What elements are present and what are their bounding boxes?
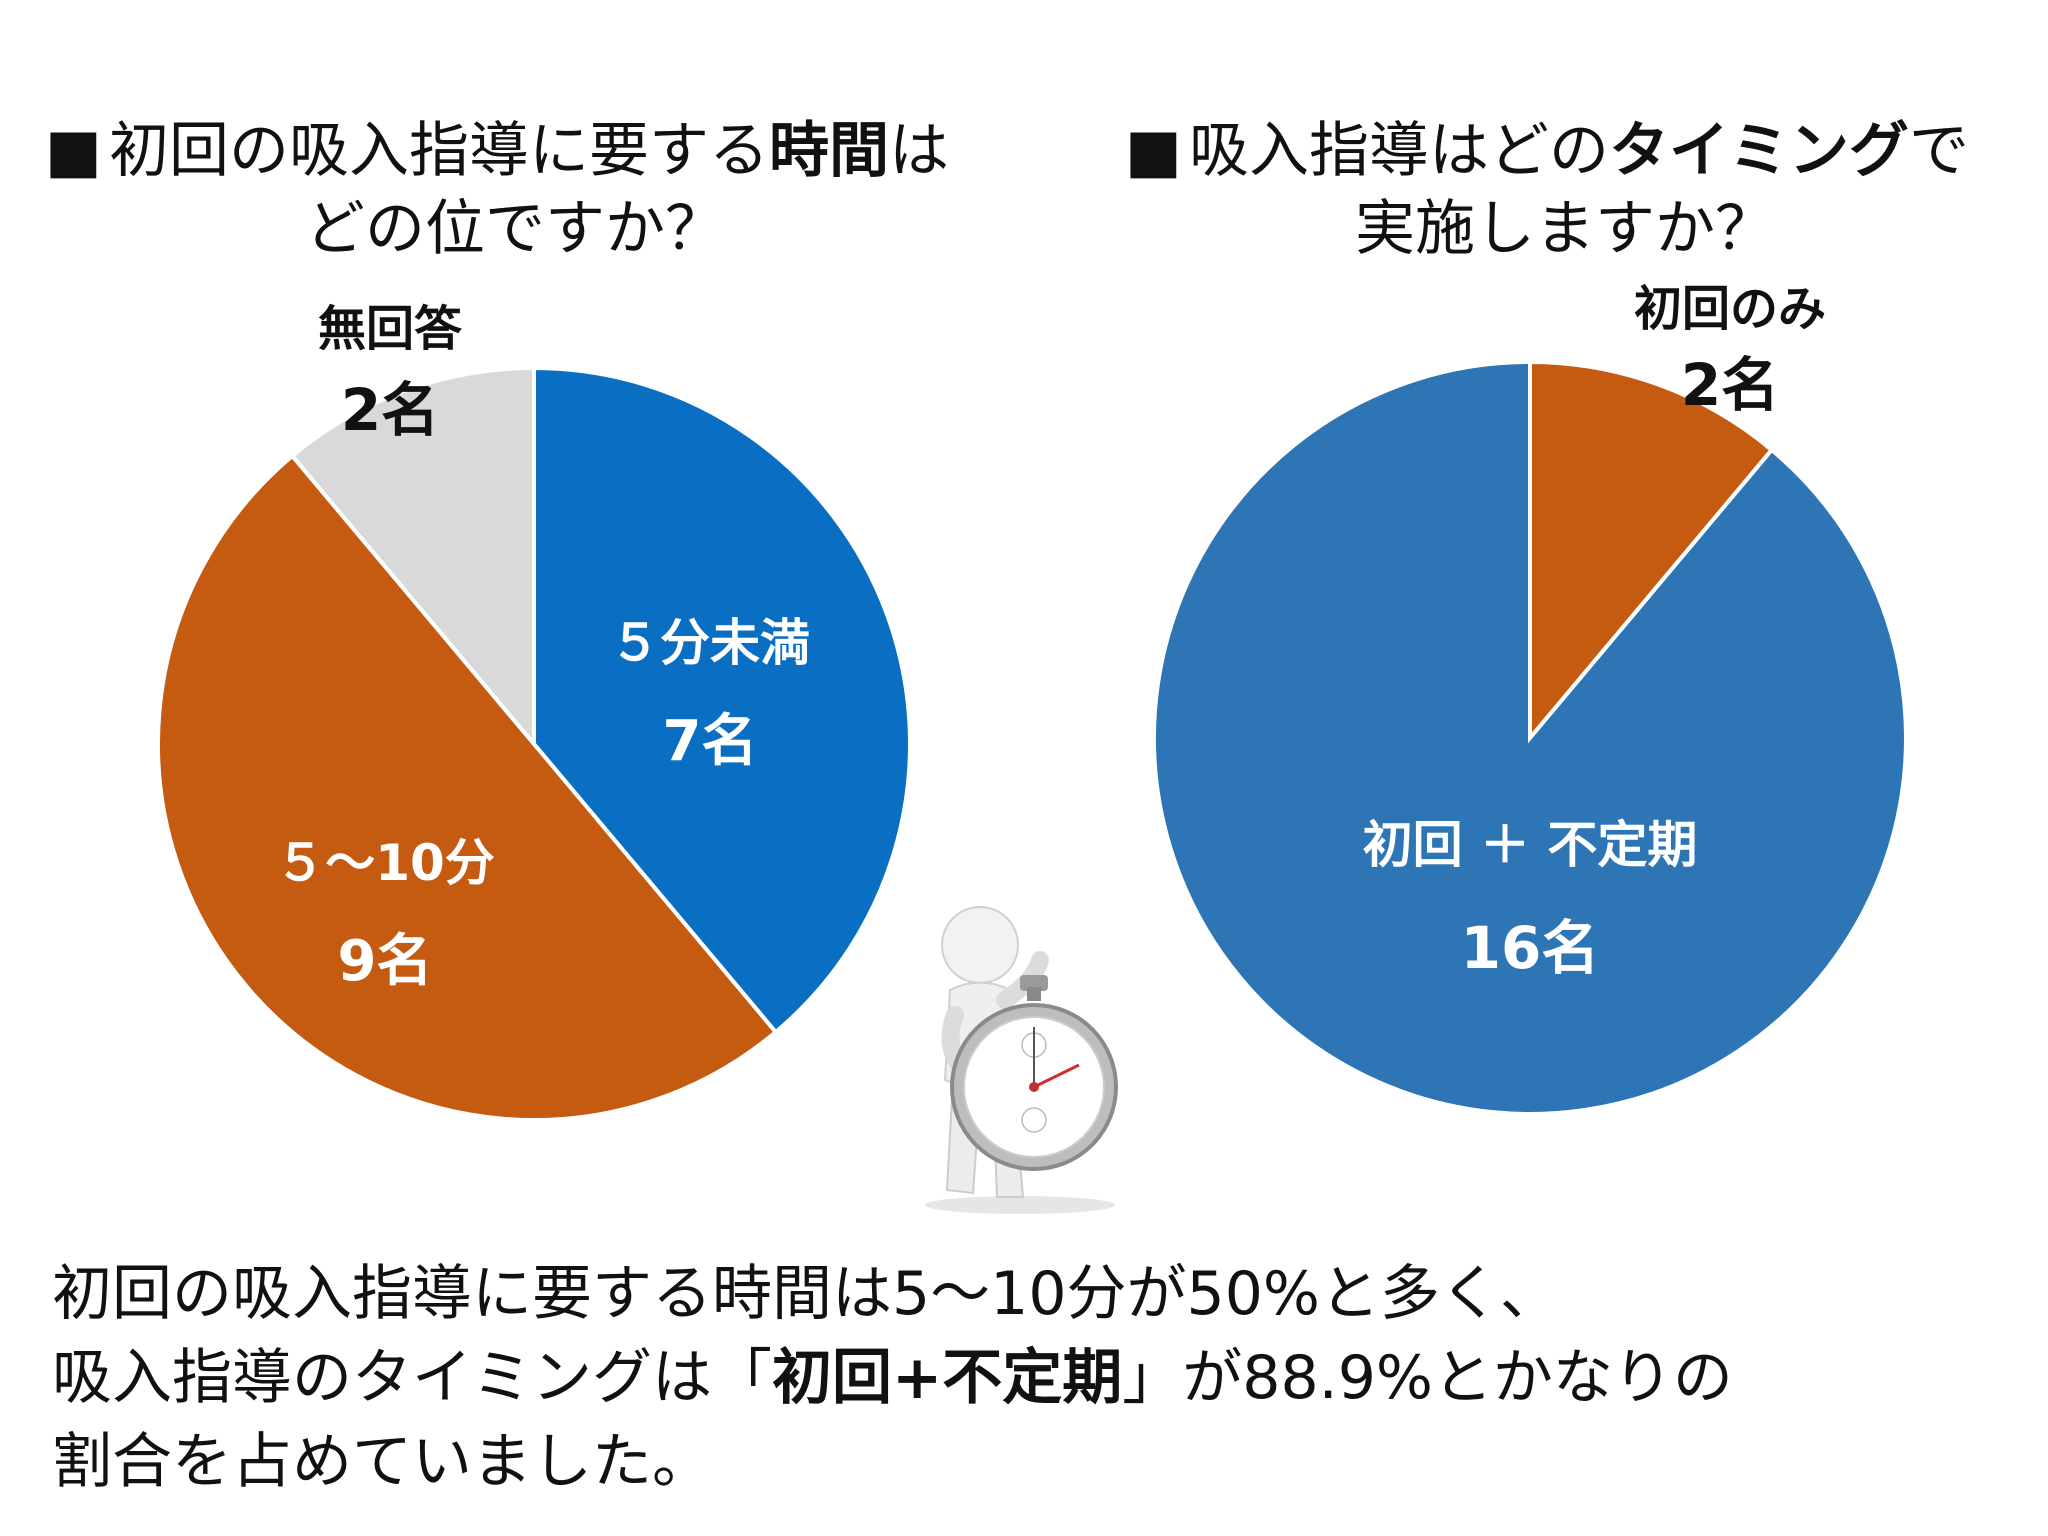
summary-line2: 吸入指導のタイミングは「初回+不定期」が88.9%とかなりの (52, 1336, 2012, 1420)
pie-slice-label: 初回 ＋ 不定期 (1363, 816, 1698, 874)
summary-line2-post: 」が88.9%とかなりの (1122, 1343, 1733, 1413)
pie-slice (1152, 359, 1908, 1116)
right-title-bold: タイミング (1609, 116, 1909, 186)
right-title-line2: 実施しますか？ (1355, 194, 1775, 264)
pie-slice-label: ５分未満 (610, 614, 810, 672)
pie-slice-label: ５～10分 (275, 834, 495, 892)
summary-line3: 割合を占めていました。 (52, 1427, 712, 1497)
pie-value-label: 7名 (663, 709, 758, 774)
pie-slice (1528, 359, 1775, 744)
pie-slice (289, 365, 536, 750)
summary-text: 初回の吸入指導に要する時間は5～10分が50%と多く、 吸入指導のタイミングは「… (52, 1252, 2012, 1504)
bullet-square-icon: ■ (45, 116, 102, 186)
right-title-pre: 吸入指導はどの (1189, 116, 1609, 186)
person-with-stopwatch-icon (925, 906, 1118, 1214)
summary-line2-pre: 吸入指導のタイミングは「 (52, 1343, 772, 1413)
right-title-post: で (1909, 116, 1969, 186)
pie-value-label: 16名 (1461, 914, 1600, 982)
bullet-square-icon: ■ (1125, 116, 1182, 186)
left-title-pre: 初回の吸入指導に要する (109, 116, 769, 186)
right-chart-title: ■ 吸入指導はどのタイミングで 実施しますか？ (1125, 112, 2045, 268)
left-chart-title: ■ 初回の吸入指導に要する時間は どの位ですか？ (45, 112, 1045, 268)
pie-chart-timing (1152, 359, 1908, 1116)
pie-slice-label: 初回のみ (1634, 281, 1826, 337)
pie-slice-label: 無回答 (318, 301, 463, 357)
left-title-bold: 時間 (769, 116, 889, 186)
left-title-line2: どの位ですか？ (305, 194, 725, 264)
pie-slice (532, 365, 912, 1035)
summary-line2-bold: 初回+不定期 (772, 1343, 1123, 1413)
pie-value-label: 2名 (341, 376, 439, 444)
left-title-post: は (889, 116, 949, 186)
pie-value-label: 9名 (338, 929, 433, 994)
pie-slice (156, 453, 779, 1122)
summary-line1: 初回の吸入指導に要する時間は5～10分が50%と多く、 (52, 1259, 1560, 1329)
pie-chart-time (156, 365, 912, 1122)
pie-value-label: 2名 (1681, 351, 1779, 419)
